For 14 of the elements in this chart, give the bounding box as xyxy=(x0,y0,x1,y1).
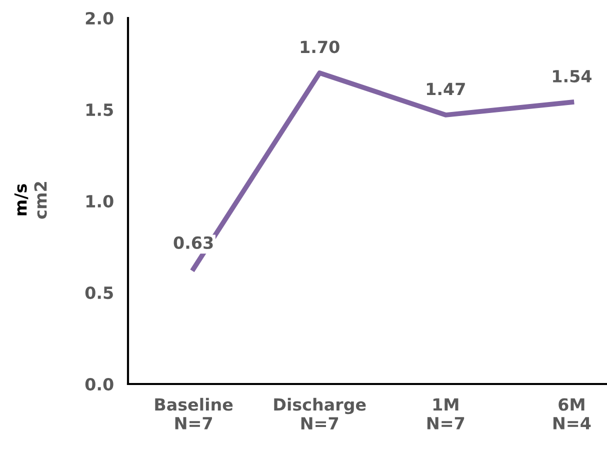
data-label: 1.54 xyxy=(553,70,592,82)
data-label: 1.70 xyxy=(300,40,340,54)
data-label: 1.47 xyxy=(426,82,465,96)
x-tick-label: Discharge N=7 xyxy=(274,398,366,430)
y-tick-label: 2.0 xyxy=(86,12,114,25)
y-tick-label: 1.5 xyxy=(86,104,113,116)
y-tick-label: 0.5 xyxy=(85,286,113,300)
y-tick-label: 0.0 xyxy=(85,378,114,391)
x-tick-label: Baseline N=7 xyxy=(155,398,233,430)
x-tick-label: 6M N=4 xyxy=(553,398,591,430)
x-tick-label: 1M N=7 xyxy=(427,398,464,430)
data-label: 0.63 xyxy=(174,236,213,250)
y-tick-label: 1.0 xyxy=(86,194,114,208)
y-axis-title: m/s cm2 xyxy=(14,182,47,219)
